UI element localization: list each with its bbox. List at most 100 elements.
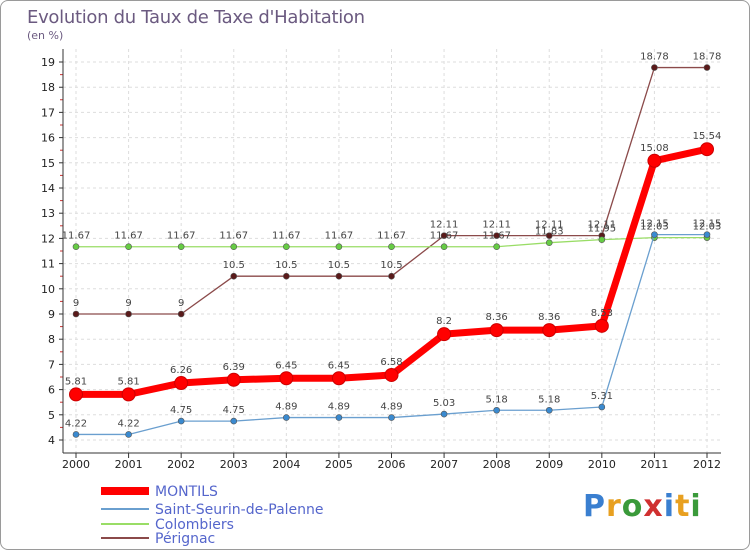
data-point	[388, 272, 395, 280]
logo-letter: P	[583, 489, 606, 524]
data-label: 11.67	[167, 231, 196, 242]
data-label: 8.36	[538, 312, 560, 323]
y-tick-label: 7	[48, 358, 55, 371]
data-point	[493, 406, 500, 414]
data-label: 11.67	[62, 231, 91, 242]
data-point	[440, 232, 448, 239]
data-point	[440, 243, 448, 251]
data-label: 10.5	[275, 260, 297, 271]
y-tick-label: 5	[48, 409, 55, 422]
logo-letter: x	[643, 489, 664, 524]
data-label: 11.67	[219, 231, 248, 242]
data-label: 11.67	[272, 231, 301, 242]
x-tick-label: 2006	[378, 458, 406, 471]
logo-letter: t	[675, 489, 691, 524]
data-point	[230, 417, 238, 425]
data-label: 5.81	[65, 376, 87, 387]
chart-title: Evolution du Taux de Taxe d'Habitation	[27, 7, 365, 28]
data-label: 8.53	[591, 308, 613, 319]
data-label: 12.11	[535, 220, 564, 231]
data-point	[177, 243, 185, 251]
data-point	[177, 310, 185, 318]
data-label: 4.75	[170, 405, 192, 416]
data-label: 8.36	[486, 312, 508, 323]
data-label: 9	[73, 298, 79, 309]
data-label: 15.08	[640, 143, 669, 154]
y-tick-label: 10	[41, 283, 55, 296]
data-point	[594, 318, 609, 333]
data-label: 9	[125, 298, 131, 309]
data-point	[121, 387, 136, 402]
data-point	[647, 153, 662, 168]
data-label: 15.54	[693, 131, 722, 142]
data-point	[177, 417, 185, 425]
x-tick-label: 2003	[220, 458, 248, 471]
y-tick-label: 13	[41, 207, 55, 220]
y-tick-label: 17	[41, 106, 55, 119]
data-point	[125, 431, 132, 438]
legend-label: MONTILS	[155, 484, 218, 500]
data-label: 5.18	[486, 394, 508, 405]
data-label: 11.83	[535, 227, 564, 238]
data-point	[388, 243, 395, 251]
y-tick-label: 6	[48, 384, 55, 397]
data-point	[703, 231, 711, 238]
data-label: 4.22	[117, 418, 139, 429]
legend-label: Pérignac	[155, 531, 215, 547]
data-label: 11.67	[114, 231, 143, 242]
logo-letter: o	[621, 489, 644, 524]
data-label: 5.03	[433, 398, 455, 409]
logo-letter: i	[690, 489, 702, 524]
data-label: 5.81	[117, 376, 139, 387]
x-tick-label: 2002	[167, 458, 195, 471]
data-point	[72, 310, 80, 318]
data-label: 4.75	[223, 405, 245, 416]
data-point	[335, 243, 343, 251]
data-point	[226, 372, 241, 387]
data-label: 11.67	[430, 231, 459, 242]
data-label: 18.78	[693, 52, 722, 63]
data-label: 11.95	[588, 224, 617, 235]
data-point	[384, 367, 399, 382]
x-tick-label: 2000	[62, 458, 90, 471]
data-label: 6.45	[328, 360, 350, 371]
x-tick-label: 2005	[325, 458, 353, 471]
data-point	[279, 371, 294, 386]
data-point	[331, 371, 346, 386]
data-point	[283, 414, 290, 421]
data-point	[545, 406, 553, 414]
data-label: 11.67	[482, 231, 511, 242]
y-tick-label: 11	[41, 258, 55, 271]
data-point	[598, 403, 606, 411]
data-label: 10.5	[380, 260, 402, 271]
data-point	[700, 142, 714, 157]
legend-label: Saint-Seurin-de-Palenne	[155, 502, 324, 518]
x-tick-label: 2007	[430, 458, 458, 471]
data-point	[493, 243, 500, 251]
data-label: 10.5	[328, 260, 350, 271]
data-point	[651, 64, 658, 71]
data-point	[493, 232, 500, 239]
x-tick-label: 2012	[693, 458, 721, 471]
y-tick-label: 9	[48, 308, 55, 321]
data-label: 9	[178, 298, 184, 309]
data-label: 5.18	[538, 394, 560, 405]
chart-subtitle: (en %)	[27, 29, 64, 42]
data-label: 4.22	[65, 418, 87, 429]
data-point	[335, 414, 343, 421]
y-tick-label: 16	[41, 132, 55, 145]
x-tick-label: 2011	[640, 458, 668, 471]
x-tick-label: 2001	[115, 458, 143, 471]
data-point	[440, 410, 448, 418]
data-label: 12.15	[640, 219, 669, 230]
data-label: 11.67	[325, 231, 354, 242]
data-label: 4.89	[328, 402, 350, 413]
logo-letter: i	[663, 489, 676, 524]
data-label: 6.45	[275, 360, 297, 371]
data-label: 6.58	[380, 357, 402, 368]
data-label: 12.03	[640, 222, 669, 233]
data-point	[703, 64, 711, 71]
data-point	[174, 376, 189, 391]
